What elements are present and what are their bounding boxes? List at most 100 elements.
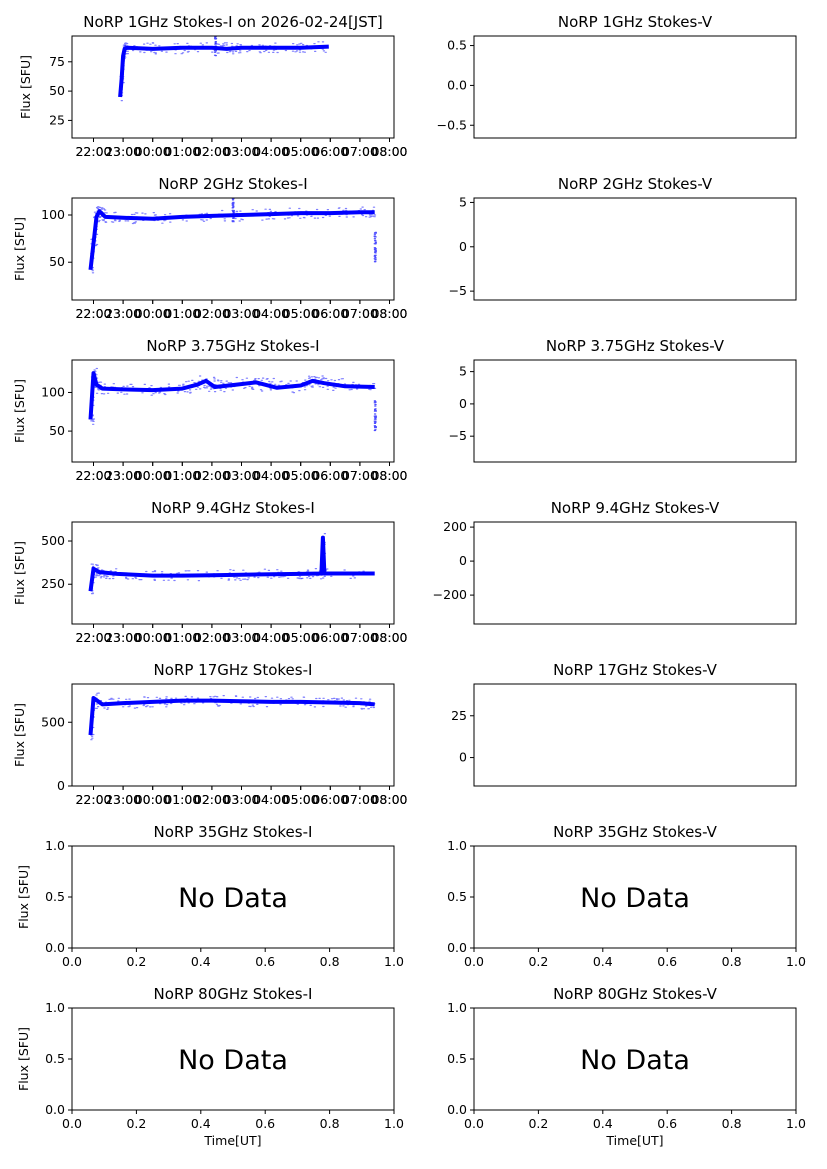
x-tick-label: 01:00 <box>164 306 200 321</box>
x-tick-label: 03:00 <box>223 144 259 159</box>
panel-title: NoRP 35GHz Stokes-I <box>154 823 313 841</box>
axes-frame <box>473 1007 797 1111</box>
x-tick-label: 23:00 <box>105 468 141 483</box>
x-tick-label: 04:00 <box>253 144 289 159</box>
x-tick-label: 01:00 <box>164 630 200 645</box>
y-tick-label: 0.5 <box>447 38 467 53</box>
data-point-cloud <box>124 570 155 581</box>
data-point-cloud <box>91 557 379 565</box>
data-point-cloud <box>242 568 273 581</box>
x-tick-label: 07:00 <box>342 792 378 807</box>
x-tick-label: 22:00 <box>75 144 111 159</box>
no-data-label: No Data <box>178 1045 288 1076</box>
x-tick-label: 0.4 <box>191 1116 211 1131</box>
x-tick-label: 23:00 <box>105 630 141 645</box>
x-tick-label: 06:00 <box>312 468 348 483</box>
axes-frame <box>473 683 797 787</box>
x-tick-label: 04:00 <box>253 630 289 645</box>
data-point-cloud <box>153 570 181 582</box>
x-axis-label: Time[UT] <box>605 1133 663 1148</box>
data-point-cloud <box>226 42 243 55</box>
x-tick-label: 08:00 <box>371 306 407 321</box>
y-tick-label: 0 <box>459 396 467 411</box>
x-tick-label: 03:00 <box>223 144 259 159</box>
x-tick-label: 23:00 <box>105 630 141 645</box>
x-tick-label: 22:00 <box>75 792 111 807</box>
x-tick-label: 07:00 <box>342 468 378 483</box>
x-tick-label: 06:00 <box>312 792 348 807</box>
panel-title: NoRP 80GHz Stokes-V <box>553 985 718 1003</box>
x-tick-label: 06:00 <box>312 144 348 159</box>
x-tick-label: 23:00 <box>105 792 141 807</box>
x-tick-label: 0.2 <box>528 954 548 969</box>
data-point-cloud <box>212 695 242 707</box>
data-point-cloud <box>302 208 331 219</box>
data-point-cloud <box>214 42 228 54</box>
data-point-cloud <box>212 569 242 581</box>
x-tick-label: 06:00 <box>312 144 348 159</box>
data-point-cloud <box>90 563 96 595</box>
panel-1GHz-stokes-i: NoRP 1GHz Stokes-I on 2026-02-24[JST] 25 5… <box>18 13 408 159</box>
panel-35GHz-stokes-i: NoRP 35GHz Stokes-I 0.0 0.5 1.0 0.0 0.2 0.4 0.6… <box>16 823 404 969</box>
x-tick-label: 23:00 <box>105 144 141 159</box>
data-point-cloud <box>241 696 270 708</box>
panel-2GHz-stokes-i: NoRP 2GHz Stokes-I 50 100 22:0023:0000:0001… <box>12 175 408 321</box>
x-tick-label: 04:00 <box>253 468 289 483</box>
x-tick-label: 0.2 <box>126 1116 146 1131</box>
x-tick-label: 02:00 <box>194 306 230 321</box>
panel-80GHz-stokes-v: NoRP 80GHz Stokes-V 0.0 0.5 1.0 0.0 0.2 0.4 0.6… <box>447 985 806 1148</box>
data-point-cloud <box>330 697 358 708</box>
x-tick-label: 0.4 <box>593 954 613 969</box>
x-tick-label: 06:00 <box>312 468 348 483</box>
x-tick-label: 22:00 <box>75 306 111 321</box>
plot-area <box>88 692 376 741</box>
x-tick-label: 00:00 <box>135 306 171 321</box>
series-line <box>94 381 378 459</box>
y-tick-label: 25 <box>49 112 65 127</box>
data-point-cloud <box>241 208 273 221</box>
axes-frame <box>473 35 797 139</box>
data-point-cloud <box>212 209 243 222</box>
x-tick-label: 04:00 <box>253 306 289 321</box>
x-tick-label: 0.0 <box>62 1116 82 1131</box>
x-tick-label: 06:00 <box>312 630 348 645</box>
data-point-cloud <box>155 696 183 708</box>
x-tick-label: 05:00 <box>283 306 319 321</box>
y-tick-label: 0 <box>459 239 467 254</box>
x-tick-label: 0.4 <box>593 1116 613 1131</box>
axes-frame <box>71 683 395 787</box>
x-tick-label: 04:00 <box>253 630 289 645</box>
data-point-cloud <box>231 198 235 223</box>
x-tick-label: 05:00 <box>283 468 319 483</box>
x-tick-label: 0.8 <box>320 1116 340 1131</box>
y-tick-label: 0.0 <box>45 1102 65 1117</box>
x-tick-label: 08:00 <box>371 792 407 807</box>
y-tick-label: 1.0 <box>447 838 467 853</box>
data-point-cloud <box>181 42 214 54</box>
x-tick-label: 07:00 <box>342 630 378 645</box>
y-tick-label: 0.0 <box>447 1102 467 1117</box>
x-tick-label: 22:00 <box>75 306 111 321</box>
x-tick-label: 05:00 <box>283 792 319 807</box>
data-point-cloud <box>124 42 129 55</box>
x-tick-label: 07:00 <box>342 306 378 321</box>
data-point-cloud <box>347 381 377 391</box>
data-point-cloud <box>257 377 278 392</box>
x-tick-label: 23:00 <box>105 144 141 159</box>
data-point-cloud <box>301 375 314 391</box>
data-point-cloud <box>182 379 198 394</box>
panel-1GHz-stokes-v: NoRP 1GHz Stokes-V −0.5 0.0 0.5 22:0023:0000… <box>75 13 797 159</box>
data-point-cloud <box>313 375 325 388</box>
data-point-cloud <box>153 43 183 55</box>
y-tick-label: 200 <box>443 519 467 534</box>
panel-title: NoRP 3.75GHz Stokes-V <box>546 337 725 355</box>
x-tick-label: 08:00 <box>371 144 407 159</box>
data-point-cloud <box>101 697 125 710</box>
data-point-cloud <box>123 696 154 709</box>
x-tick-label: 0.6 <box>657 1116 677 1131</box>
y-tick-label: 5 <box>459 194 467 209</box>
data-point-cloud <box>300 41 327 53</box>
x-tick-label: 0.8 <box>722 1116 742 1131</box>
x-tick-label: 01:00 <box>164 144 200 159</box>
panel-80GHz-stokes-i: NoRP 80GHz Stokes-I 0.0 0.5 1.0 0.0 0.2 0.4 0.6… <box>16 985 404 1148</box>
